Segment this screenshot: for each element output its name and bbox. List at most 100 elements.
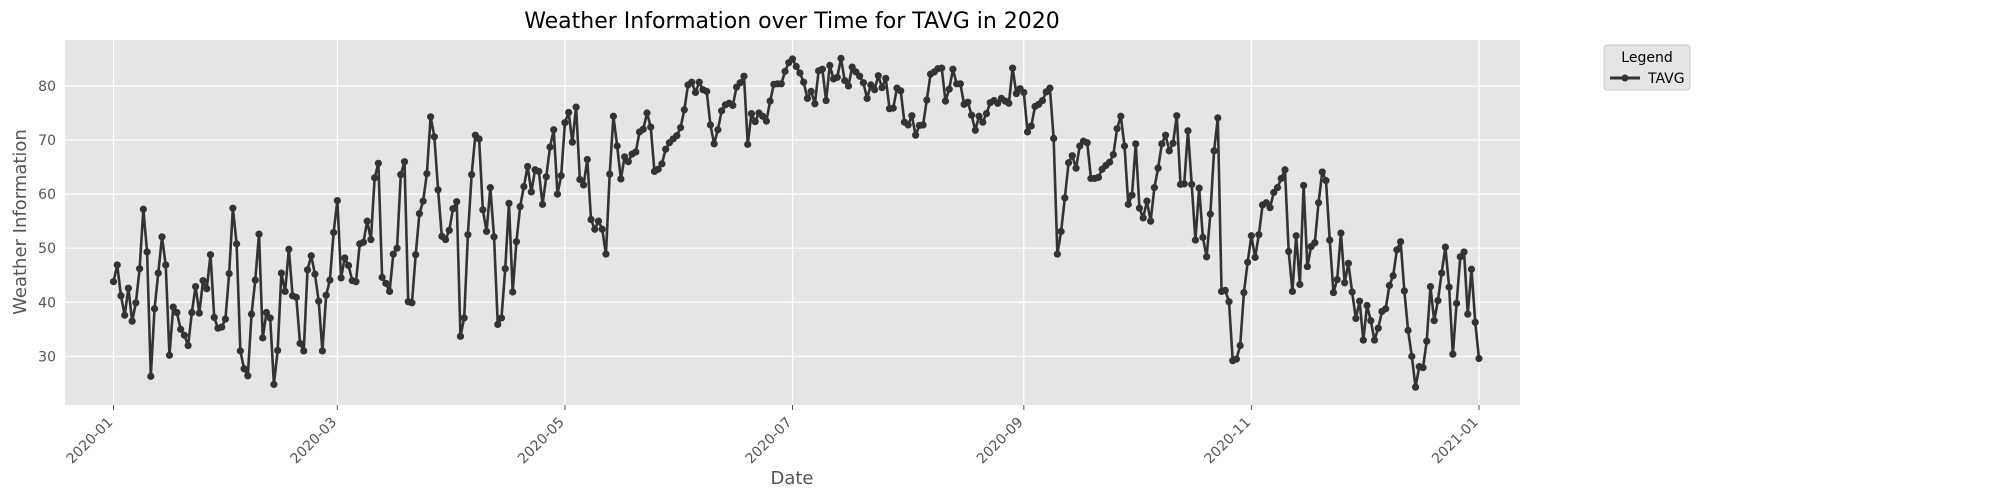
x-tick-label: 2020-11 [1202, 415, 1255, 468]
data-point [860, 79, 867, 86]
data-point [1382, 305, 1389, 312]
data-point [972, 127, 979, 134]
data-point [793, 63, 800, 70]
data-point [494, 321, 501, 328]
data-point [434, 186, 441, 193]
data-point [1248, 232, 1255, 239]
data-point [819, 66, 826, 73]
data-point [1210, 147, 1217, 154]
data-point [326, 276, 333, 283]
data-point [565, 109, 572, 116]
data-point [498, 314, 505, 321]
data-point [449, 205, 456, 212]
y-tick-label: 30 [38, 349, 56, 365]
data-point [539, 201, 546, 208]
data-point [502, 265, 509, 272]
x-tick-label: 2020-07 [743, 415, 796, 468]
data-point [1117, 113, 1124, 120]
data-point [300, 347, 307, 354]
data-point [1464, 311, 1471, 318]
data-point [442, 236, 449, 243]
data-point [390, 251, 397, 258]
data-point [382, 280, 389, 287]
data-point [587, 216, 594, 223]
data-point [147, 373, 154, 380]
data-point [1311, 239, 1318, 246]
data-point [1173, 112, 1180, 119]
legend-series-label: TAVG [1647, 71, 1685, 87]
data-point [379, 274, 386, 281]
y-tick-label: 70 [38, 133, 56, 149]
data-point [427, 113, 434, 120]
data-point [1393, 246, 1400, 253]
data-point [826, 62, 833, 69]
data-point [1203, 253, 1210, 260]
x-tick-label: 2020-09 [974, 415, 1027, 468]
data-point [875, 72, 882, 79]
data-point [1397, 238, 1404, 245]
data-point [237, 347, 244, 354]
data-point [535, 168, 542, 175]
data-point [226, 270, 233, 277]
data-point [401, 158, 408, 165]
data-point [412, 251, 419, 258]
x-tick-label: 2021-01 [1429, 415, 1482, 468]
data-point [1408, 353, 1415, 360]
data-point [681, 106, 688, 113]
data-point [476, 135, 483, 142]
data-point [334, 197, 341, 204]
data-point [1293, 232, 1300, 239]
data-point [330, 229, 337, 236]
y-tick-labels: 304050607080 [38, 79, 56, 365]
data-point [352, 278, 359, 285]
data-point [416, 210, 423, 217]
data-point [483, 228, 490, 235]
data-point [323, 292, 330, 299]
data-point [1412, 384, 1419, 391]
data-point [218, 324, 225, 331]
data-point [1468, 266, 1475, 273]
data-point [740, 73, 747, 80]
data-point [822, 97, 829, 104]
data-point [304, 266, 311, 273]
data-point [1128, 192, 1135, 199]
data-point [140, 206, 147, 213]
data-point [640, 126, 647, 133]
data-point [897, 87, 904, 94]
data-point [1005, 100, 1012, 107]
data-point [688, 79, 695, 86]
data-point [337, 274, 344, 281]
data-point [1423, 338, 1430, 345]
data-point [397, 171, 404, 178]
data-point [1222, 287, 1229, 294]
data-point [1024, 128, 1031, 135]
data-point [278, 269, 285, 276]
data-point [285, 246, 292, 253]
data-point [617, 175, 624, 182]
data-point [1169, 140, 1176, 147]
data-point [393, 245, 400, 252]
data-point [1252, 254, 1259, 261]
data-point [520, 183, 527, 190]
data-point [718, 107, 725, 114]
data-point [558, 172, 565, 179]
data-point [632, 148, 639, 155]
data-point [136, 265, 143, 272]
data-point [1352, 315, 1359, 322]
data-point [1345, 260, 1352, 267]
data-point [602, 251, 609, 258]
data-point [908, 112, 915, 119]
data-point [569, 139, 576, 146]
data-point [942, 98, 949, 105]
data-point [490, 233, 497, 240]
data-point [614, 142, 621, 149]
data-point [890, 105, 897, 112]
data-point [423, 170, 430, 177]
data-point [1274, 184, 1281, 191]
data-point [1363, 302, 1370, 309]
data-point [1449, 351, 1456, 358]
data-point [625, 158, 632, 165]
data-point [1360, 337, 1367, 344]
data-point [595, 218, 602, 225]
